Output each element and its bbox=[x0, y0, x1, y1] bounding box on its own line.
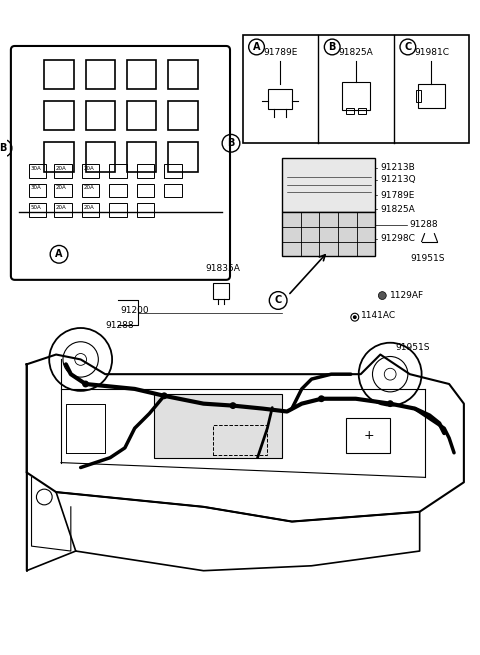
Bar bbox=[164, 183, 182, 197]
Text: 20A: 20A bbox=[84, 185, 95, 191]
Bar bbox=[54, 203, 72, 217]
Text: 91213Q: 91213Q bbox=[380, 175, 416, 184]
Bar bbox=[85, 60, 115, 89]
Text: 1141AC: 1141AC bbox=[360, 310, 396, 320]
Bar bbox=[168, 142, 198, 172]
Bar bbox=[137, 183, 155, 197]
Bar bbox=[358, 108, 366, 114]
Bar bbox=[85, 101, 115, 130]
Text: 91825A: 91825A bbox=[338, 48, 373, 58]
Text: +: + bbox=[363, 428, 374, 441]
Text: 91200: 91200 bbox=[120, 306, 149, 315]
Text: B: B bbox=[328, 42, 336, 52]
Bar bbox=[155, 394, 282, 458]
Circle shape bbox=[82, 381, 89, 388]
Text: 91298C: 91298C bbox=[380, 234, 415, 243]
Bar bbox=[342, 83, 370, 110]
Text: 91789E: 91789E bbox=[263, 48, 297, 58]
Bar bbox=[282, 212, 375, 256]
Text: A: A bbox=[55, 250, 63, 259]
Text: 91288: 91288 bbox=[410, 220, 438, 229]
Text: 20A: 20A bbox=[84, 205, 95, 210]
Bar bbox=[29, 164, 46, 178]
Text: 91951S: 91951S bbox=[410, 253, 445, 263]
Bar bbox=[82, 203, 99, 217]
Text: 20A: 20A bbox=[56, 185, 67, 191]
Text: 91789E: 91789E bbox=[380, 191, 415, 200]
Bar bbox=[85, 142, 115, 172]
Bar bbox=[44, 101, 74, 130]
Text: B: B bbox=[228, 138, 235, 148]
Circle shape bbox=[229, 402, 236, 409]
Text: 91288: 91288 bbox=[105, 320, 134, 329]
Circle shape bbox=[353, 315, 357, 319]
Bar bbox=[109, 183, 127, 197]
Circle shape bbox=[161, 392, 168, 400]
Text: 30A: 30A bbox=[31, 166, 41, 171]
Text: A: A bbox=[253, 42, 260, 52]
Bar bbox=[127, 101, 156, 130]
Text: 91951S: 91951S bbox=[395, 343, 430, 352]
Text: C: C bbox=[275, 295, 282, 305]
Bar bbox=[109, 203, 127, 217]
Bar bbox=[168, 101, 198, 130]
Bar bbox=[44, 142, 74, 172]
Text: B: B bbox=[0, 143, 7, 153]
Bar bbox=[44, 60, 74, 89]
Bar bbox=[164, 164, 182, 178]
Text: 50A: 50A bbox=[31, 205, 41, 210]
Bar bbox=[54, 164, 72, 178]
Bar bbox=[127, 142, 156, 172]
Bar bbox=[137, 164, 155, 178]
Text: 91825A: 91825A bbox=[380, 204, 415, 214]
Text: 30A: 30A bbox=[31, 185, 41, 191]
Bar bbox=[213, 283, 229, 299]
Text: 91835A: 91835A bbox=[206, 263, 240, 272]
Bar bbox=[282, 158, 375, 212]
Bar bbox=[127, 60, 156, 89]
Circle shape bbox=[387, 400, 394, 407]
Text: 20A: 20A bbox=[56, 205, 67, 210]
Bar bbox=[137, 203, 155, 217]
Bar bbox=[346, 108, 354, 114]
Bar bbox=[418, 84, 445, 108]
Text: 91213B: 91213B bbox=[380, 163, 415, 172]
Bar bbox=[416, 90, 420, 102]
Bar bbox=[243, 35, 469, 143]
Bar bbox=[213, 425, 267, 455]
Circle shape bbox=[378, 291, 386, 299]
Bar bbox=[82, 183, 99, 197]
Bar bbox=[109, 164, 127, 178]
Bar bbox=[268, 89, 292, 109]
Circle shape bbox=[318, 396, 325, 402]
Bar bbox=[29, 203, 46, 217]
Bar bbox=[168, 60, 198, 89]
Text: 20A: 20A bbox=[56, 166, 67, 171]
Text: 1129AF: 1129AF bbox=[390, 291, 424, 300]
Bar bbox=[82, 164, 99, 178]
Bar bbox=[54, 183, 72, 197]
Text: 91981C: 91981C bbox=[414, 48, 449, 58]
Text: C: C bbox=[404, 42, 411, 52]
Bar bbox=[29, 183, 46, 197]
Text: 20A: 20A bbox=[84, 166, 95, 171]
Bar bbox=[346, 419, 390, 453]
